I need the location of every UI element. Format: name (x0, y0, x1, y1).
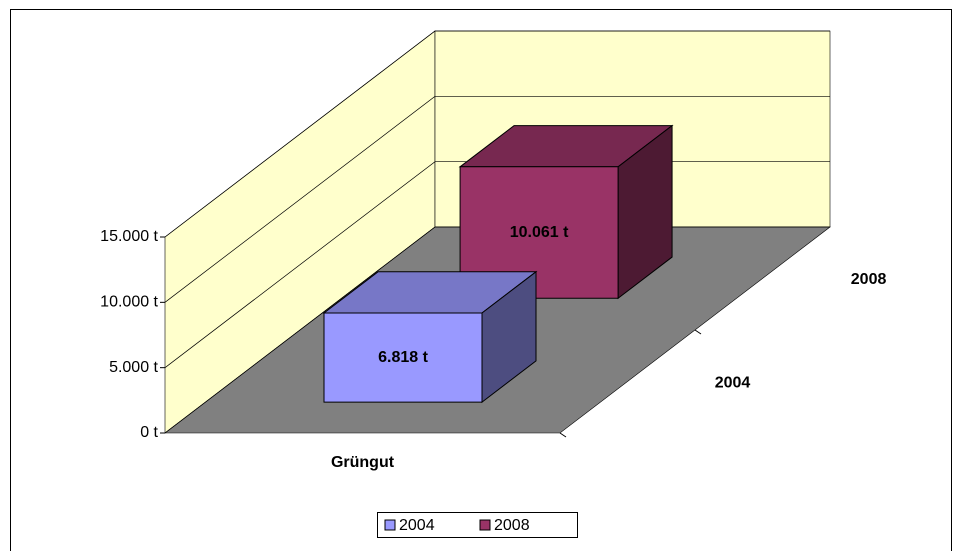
x-tick-label: Grüngut (331, 454, 395, 471)
legend-label: 2004 (399, 517, 435, 534)
bar-front (323, 312, 483, 403)
depth-label: 2008 (851, 271, 887, 288)
data-label: 10.061 t (510, 224, 569, 241)
data-label: 6.818 t (378, 349, 428, 366)
depth-label: 2004 (715, 375, 751, 392)
y-tick-label: 0 t (140, 424, 158, 441)
grid-line (164, 226, 830, 434)
grid-line (164, 30, 830, 238)
legend-label: 2008 (494, 517, 530, 534)
legend-swatch (479, 519, 491, 531)
legend-swatch (384, 519, 396, 531)
x-tick (559, 432, 567, 438)
bar (458, 124, 674, 300)
depth-tick (694, 329, 702, 335)
y-tick-label: 5.000 t (109, 359, 158, 376)
bar (322, 270, 538, 404)
y-tick-label: 15.000 t (100, 228, 158, 245)
y-tick-label: 10.000 t (100, 294, 158, 311)
grid-line (164, 95, 830, 303)
legend-box (377, 512, 578, 538)
bar-front (459, 166, 619, 299)
grid-line (164, 161, 830, 368)
legend: 2004 2008 (377, 512, 578, 538)
